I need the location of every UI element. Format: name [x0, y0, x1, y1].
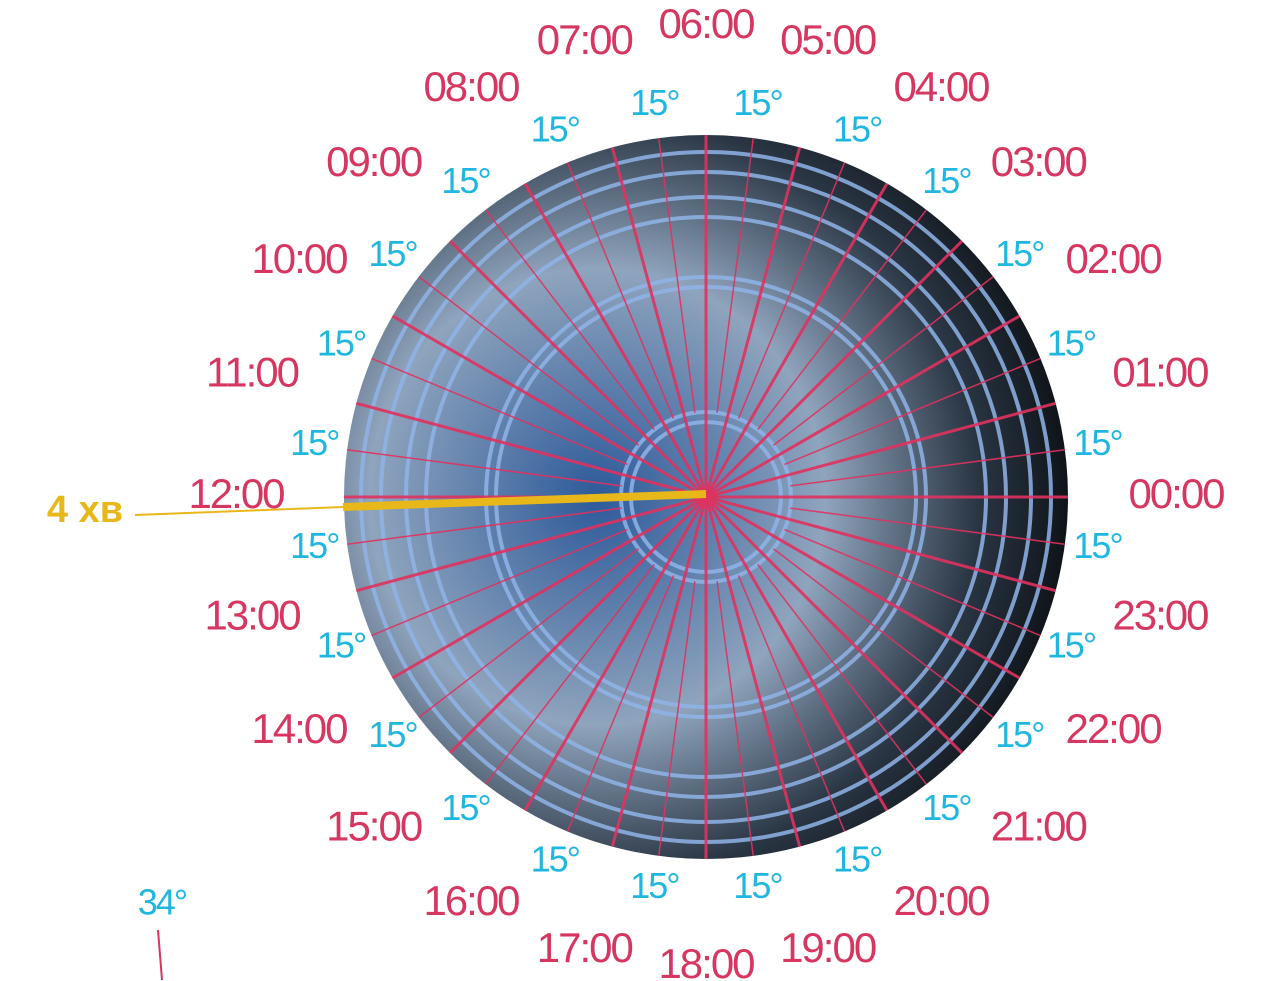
meridian-line: [566, 162, 675, 419]
latitude-leader: [157, 929, 163, 981]
degree-label: 15°: [833, 838, 882, 879]
degree-label: 15°: [1073, 525, 1122, 566]
meridian-line: [737, 162, 846, 419]
hour-label: 12:00: [188, 470, 284, 517]
meridian-pointer: [342, 490, 707, 511]
hour-label: 23:00: [1112, 592, 1208, 639]
hour-label: 13:00: [204, 592, 300, 639]
degree-label: 15°: [1047, 322, 1096, 363]
meridian-line: [610, 496, 708, 848]
latitude-label: 34°: [138, 882, 187, 923]
hour-label: 05:00: [780, 16, 876, 63]
meridian-line: [737, 575, 846, 832]
minute-label: 4 хв: [47, 489, 123, 531]
degree-label: 15°: [833, 109, 882, 150]
hour-label: 16:00: [423, 877, 519, 924]
hour-label: 09:00: [326, 138, 422, 185]
degree-label: 15°: [630, 82, 679, 123]
meridian-line: [346, 449, 622, 487]
minute-leader: [134, 506, 344, 516]
degree-label: 15°: [630, 865, 679, 906]
degree-label: 15°: [995, 233, 1044, 274]
degree-label: 15°: [531, 838, 580, 879]
meridian-line: [704, 495, 964, 755]
meridian-line: [485, 563, 655, 785]
hour-label: 01:00: [1112, 348, 1208, 395]
meridian-line: [716, 581, 754, 857]
meridian-line: [485, 209, 655, 431]
degree-label: 15°: [368, 233, 417, 274]
hour-label: 03:00: [991, 138, 1087, 185]
degree-label: 15°: [922, 160, 971, 201]
meridian-line: [346, 507, 622, 545]
degree-label: 15°: [733, 865, 782, 906]
meridian-line: [790, 507, 1066, 545]
meridian-line: [704, 182, 889, 498]
meridian-line: [705, 401, 1057, 499]
meridian-line: [448, 495, 708, 755]
degree-label: 15°: [1047, 625, 1096, 666]
meridian-line: [658, 137, 696, 413]
meridian-line: [658, 581, 696, 857]
meridian-line: [784, 528, 1041, 637]
hour-label: 06:00: [658, 0, 754, 47]
meridian-line: [355, 401, 707, 499]
meridian-line: [704, 496, 889, 812]
meridian-line: [716, 137, 754, 413]
hour-label: 08:00: [423, 63, 519, 110]
meridian-line: [371, 357, 628, 466]
degree-label: 15°: [1073, 422, 1122, 463]
hour-label: 21:00: [991, 802, 1087, 849]
hour-label: 11:00: [206, 348, 299, 395]
meridian-line: [523, 182, 708, 498]
hour-label: 19:00: [780, 924, 876, 971]
hour-label: 20:00: [893, 877, 989, 924]
degree-label: 15°: [317, 322, 366, 363]
meridian-line: [566, 575, 675, 832]
degree-label: 15°: [368, 714, 417, 755]
meridian-line: [418, 276, 640, 446]
hour-label: 17:00: [537, 924, 633, 971]
meridian-line: [610, 146, 708, 498]
degree-label: 15°: [922, 787, 971, 828]
hour-label: 15:00: [326, 802, 422, 849]
meridian-line: [705, 495, 1057, 593]
meridian-line: [705, 314, 1021, 499]
degree-label: 15°: [317, 625, 366, 666]
hour-label: 18:00: [658, 940, 754, 981]
degree-label: 15°: [441, 787, 490, 828]
meridian-line: [355, 495, 707, 593]
meridian-line: [757, 209, 927, 431]
meridian-line: [418, 548, 640, 718]
degree-label: 15°: [290, 422, 339, 463]
meridian-line: [391, 495, 707, 680]
hour-label: 00:00: [1128, 470, 1224, 517]
meridian-line: [523, 496, 708, 812]
hour-label: 22:00: [1065, 705, 1161, 752]
meridian-line: [704, 146, 802, 498]
meridian-line: [371, 528, 628, 637]
meridian-line: [705, 495, 1021, 680]
degree-label: 15°: [290, 525, 339, 566]
hour-label: 14:00: [251, 705, 347, 752]
hour-label: 02:00: [1065, 235, 1161, 282]
meridian-line: [704, 496, 802, 848]
meridian-line: [391, 314, 707, 499]
meridian-line: [704, 239, 964, 499]
degree-label: 15°: [531, 109, 580, 150]
meridian-line: [772, 548, 994, 718]
hour-label: 04:00: [893, 63, 989, 110]
meridian-line: [784, 357, 1041, 466]
hour-label: 10:00: [251, 235, 347, 282]
hour-label: 07:00: [537, 16, 633, 63]
meridian-line: [448, 239, 708, 499]
meridian-line: [790, 449, 1066, 487]
degree-label: 15°: [995, 714, 1044, 755]
meridian-line: [772, 276, 994, 446]
meridian-line: [757, 563, 927, 785]
degree-label: 15°: [733, 82, 782, 123]
degree-label: 15°: [441, 160, 490, 201]
